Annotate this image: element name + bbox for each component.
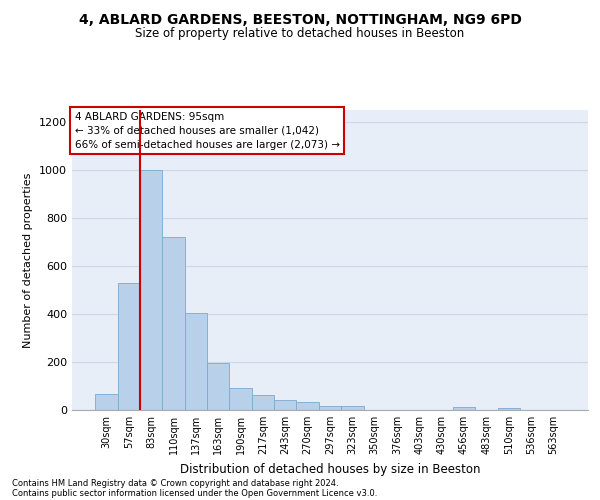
Bar	[296, 402, 319, 410]
Bar	[140, 170, 163, 410]
Text: 4, ABLARD GARDENS, BEESTON, NOTTINGHAM, NG9 6PD: 4, ABLARD GARDENS, BEESTON, NOTTINGHAM, …	[79, 12, 521, 26]
Bar	[229, 388, 252, 410]
Text: Size of property relative to detached houses in Beeston: Size of property relative to detached ho…	[136, 28, 464, 40]
Bar	[341, 406, 364, 410]
Bar	[319, 406, 341, 410]
Text: Contains HM Land Registry data © Crown copyright and database right 2024.: Contains HM Land Registry data © Crown c…	[12, 478, 338, 488]
Y-axis label: Number of detached properties: Number of detached properties	[23, 172, 34, 348]
Bar	[207, 362, 229, 410]
Bar	[274, 400, 296, 410]
Bar	[163, 237, 185, 410]
Text: Contains public sector information licensed under the Open Government Licence v3: Contains public sector information licen…	[12, 488, 377, 498]
Bar	[252, 395, 274, 410]
Text: 4 ABLARD GARDENS: 95sqm
← 33% of detached houses are smaller (1,042)
66% of semi: 4 ABLARD GARDENS: 95sqm ← 33% of detache…	[74, 112, 340, 150]
Bar	[453, 407, 475, 410]
Bar	[185, 313, 207, 410]
X-axis label: Distribution of detached houses by size in Beeston: Distribution of detached houses by size …	[180, 462, 480, 475]
Bar	[118, 284, 140, 410]
Bar	[497, 408, 520, 410]
Bar	[95, 394, 118, 410]
